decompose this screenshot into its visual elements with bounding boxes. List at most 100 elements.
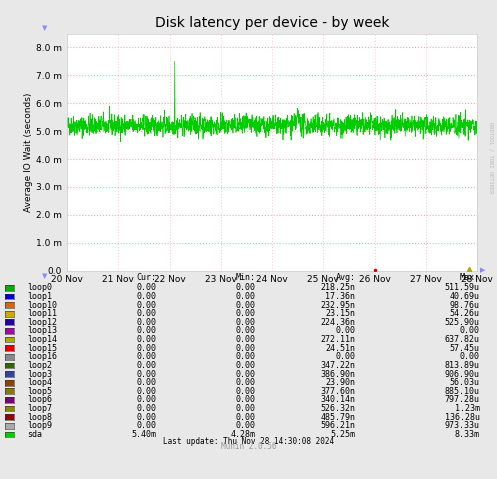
Text: 136.28u: 136.28u: [445, 413, 480, 422]
Text: 0.00: 0.00: [137, 292, 157, 301]
Text: 98.76u: 98.76u: [450, 301, 480, 309]
Text: 0.00: 0.00: [137, 301, 157, 309]
Text: ▶: ▶: [480, 268, 485, 274]
Text: 5.25m: 5.25m: [331, 430, 355, 439]
Title: Disk latency per device - by week: Disk latency per device - by week: [155, 16, 389, 30]
Text: 885.10u: 885.10u: [445, 387, 480, 396]
Text: 8.33m: 8.33m: [455, 430, 480, 439]
Text: 813.89u: 813.89u: [445, 361, 480, 370]
Text: 0.00: 0.00: [236, 309, 256, 318]
Text: loop5: loop5: [27, 387, 52, 396]
Text: 0.00: 0.00: [460, 353, 480, 361]
Text: 0.00: 0.00: [236, 396, 256, 404]
Text: loop14: loop14: [27, 335, 57, 344]
Y-axis label: Average IO Wait (seconds): Average IO Wait (seconds): [24, 92, 33, 212]
Text: 0.00: 0.00: [137, 309, 157, 318]
Text: sda: sda: [27, 430, 42, 439]
Text: 0.00: 0.00: [236, 292, 256, 301]
Text: 906.90u: 906.90u: [445, 370, 480, 378]
Text: 0.00: 0.00: [335, 327, 355, 335]
Text: loop3: loop3: [27, 370, 52, 378]
Text: 272.11n: 272.11n: [321, 335, 355, 344]
Text: 224.36n: 224.36n: [321, 318, 355, 327]
Text: 40.69u: 40.69u: [450, 292, 480, 301]
Text: 0.00: 0.00: [236, 404, 256, 413]
Text: 0.00: 0.00: [137, 327, 157, 335]
Text: 0.00: 0.00: [137, 335, 157, 344]
Text: 0.00: 0.00: [137, 387, 157, 396]
Text: Cur:: Cur:: [137, 273, 157, 282]
Text: ▼: ▼: [42, 25, 48, 31]
Text: 0.00: 0.00: [236, 378, 256, 387]
Text: 232.95n: 232.95n: [321, 301, 355, 309]
Text: 23.15n: 23.15n: [326, 309, 355, 318]
Text: 0.00: 0.00: [137, 284, 157, 292]
Text: loop1: loop1: [27, 292, 52, 301]
Text: loop4: loop4: [27, 378, 52, 387]
Text: 0.00: 0.00: [236, 387, 256, 396]
Text: 973.33u: 973.33u: [445, 422, 480, 430]
Text: 0.00: 0.00: [236, 361, 256, 370]
Text: loop8: loop8: [27, 413, 52, 422]
Text: 0.00: 0.00: [236, 370, 256, 378]
Text: 56.03u: 56.03u: [450, 378, 480, 387]
Text: loop12: loop12: [27, 318, 57, 327]
Text: 0.00: 0.00: [236, 335, 256, 344]
Text: 23.90n: 23.90n: [326, 378, 355, 387]
Text: Munin 2.0.56: Munin 2.0.56: [221, 443, 276, 451]
Text: loop0: loop0: [27, 284, 52, 292]
Text: Last update: Thu Nov 28 14:30:08 2024: Last update: Thu Nov 28 14:30:08 2024: [163, 437, 334, 445]
Text: 0.00: 0.00: [236, 344, 256, 353]
Text: 5.40m: 5.40m: [132, 430, 157, 439]
Text: 0.00: 0.00: [236, 413, 256, 422]
Text: 511.59u: 511.59u: [445, 284, 480, 292]
Text: loop11: loop11: [27, 309, 57, 318]
Text: loop15: loop15: [27, 344, 57, 353]
Text: 17.36n: 17.36n: [326, 292, 355, 301]
Text: loop7: loop7: [27, 404, 52, 413]
Text: ▼: ▼: [42, 274, 48, 279]
Text: 0.00: 0.00: [236, 353, 256, 361]
Text: 0.00: 0.00: [137, 422, 157, 430]
Text: 0.00: 0.00: [137, 361, 157, 370]
Text: 0.00: 0.00: [137, 378, 157, 387]
Text: loop9: loop9: [27, 422, 52, 430]
Text: loop6: loop6: [27, 396, 52, 404]
Text: loop16: loop16: [27, 353, 57, 361]
Text: loop10: loop10: [27, 301, 57, 309]
Text: RRDTOOL / TOBI OETIKER: RRDTOOL / TOBI OETIKER: [489, 122, 494, 194]
Text: 0.00: 0.00: [236, 327, 256, 335]
Text: 0.00: 0.00: [335, 353, 355, 361]
Text: loop2: loop2: [27, 361, 52, 370]
Text: loop13: loop13: [27, 327, 57, 335]
Text: 377.60n: 377.60n: [321, 387, 355, 396]
Text: 340.14n: 340.14n: [321, 396, 355, 404]
Text: 0.00: 0.00: [137, 404, 157, 413]
Text: 0.00: 0.00: [236, 422, 256, 430]
Text: Avg:: Avg:: [335, 273, 355, 282]
Text: 0.00: 0.00: [460, 327, 480, 335]
Text: 0.00: 0.00: [137, 344, 157, 353]
Text: 0.00: 0.00: [236, 301, 256, 309]
Text: Max:: Max:: [460, 273, 480, 282]
Text: 0.00: 0.00: [236, 318, 256, 327]
Text: 54.26u: 54.26u: [450, 309, 480, 318]
Text: 386.90n: 386.90n: [321, 370, 355, 378]
Text: 637.82u: 637.82u: [445, 335, 480, 344]
Text: 0.00: 0.00: [137, 396, 157, 404]
Text: 57.45u: 57.45u: [450, 344, 480, 353]
Text: 0.00: 0.00: [137, 353, 157, 361]
Text: Min:: Min:: [236, 273, 256, 282]
Text: 525.90u: 525.90u: [445, 318, 480, 327]
Text: 485.79n: 485.79n: [321, 413, 355, 422]
Text: 0.00: 0.00: [236, 284, 256, 292]
Text: 1.23m: 1.23m: [455, 404, 480, 413]
Text: 4.28m: 4.28m: [231, 430, 256, 439]
Text: 218.25n: 218.25n: [321, 284, 355, 292]
Text: 526.32n: 526.32n: [321, 404, 355, 413]
Text: 596.21n: 596.21n: [321, 422, 355, 430]
Text: 24.51n: 24.51n: [326, 344, 355, 353]
Text: 0.00: 0.00: [137, 370, 157, 378]
Text: 797.28u: 797.28u: [445, 396, 480, 404]
Text: 0.00: 0.00: [137, 318, 157, 327]
